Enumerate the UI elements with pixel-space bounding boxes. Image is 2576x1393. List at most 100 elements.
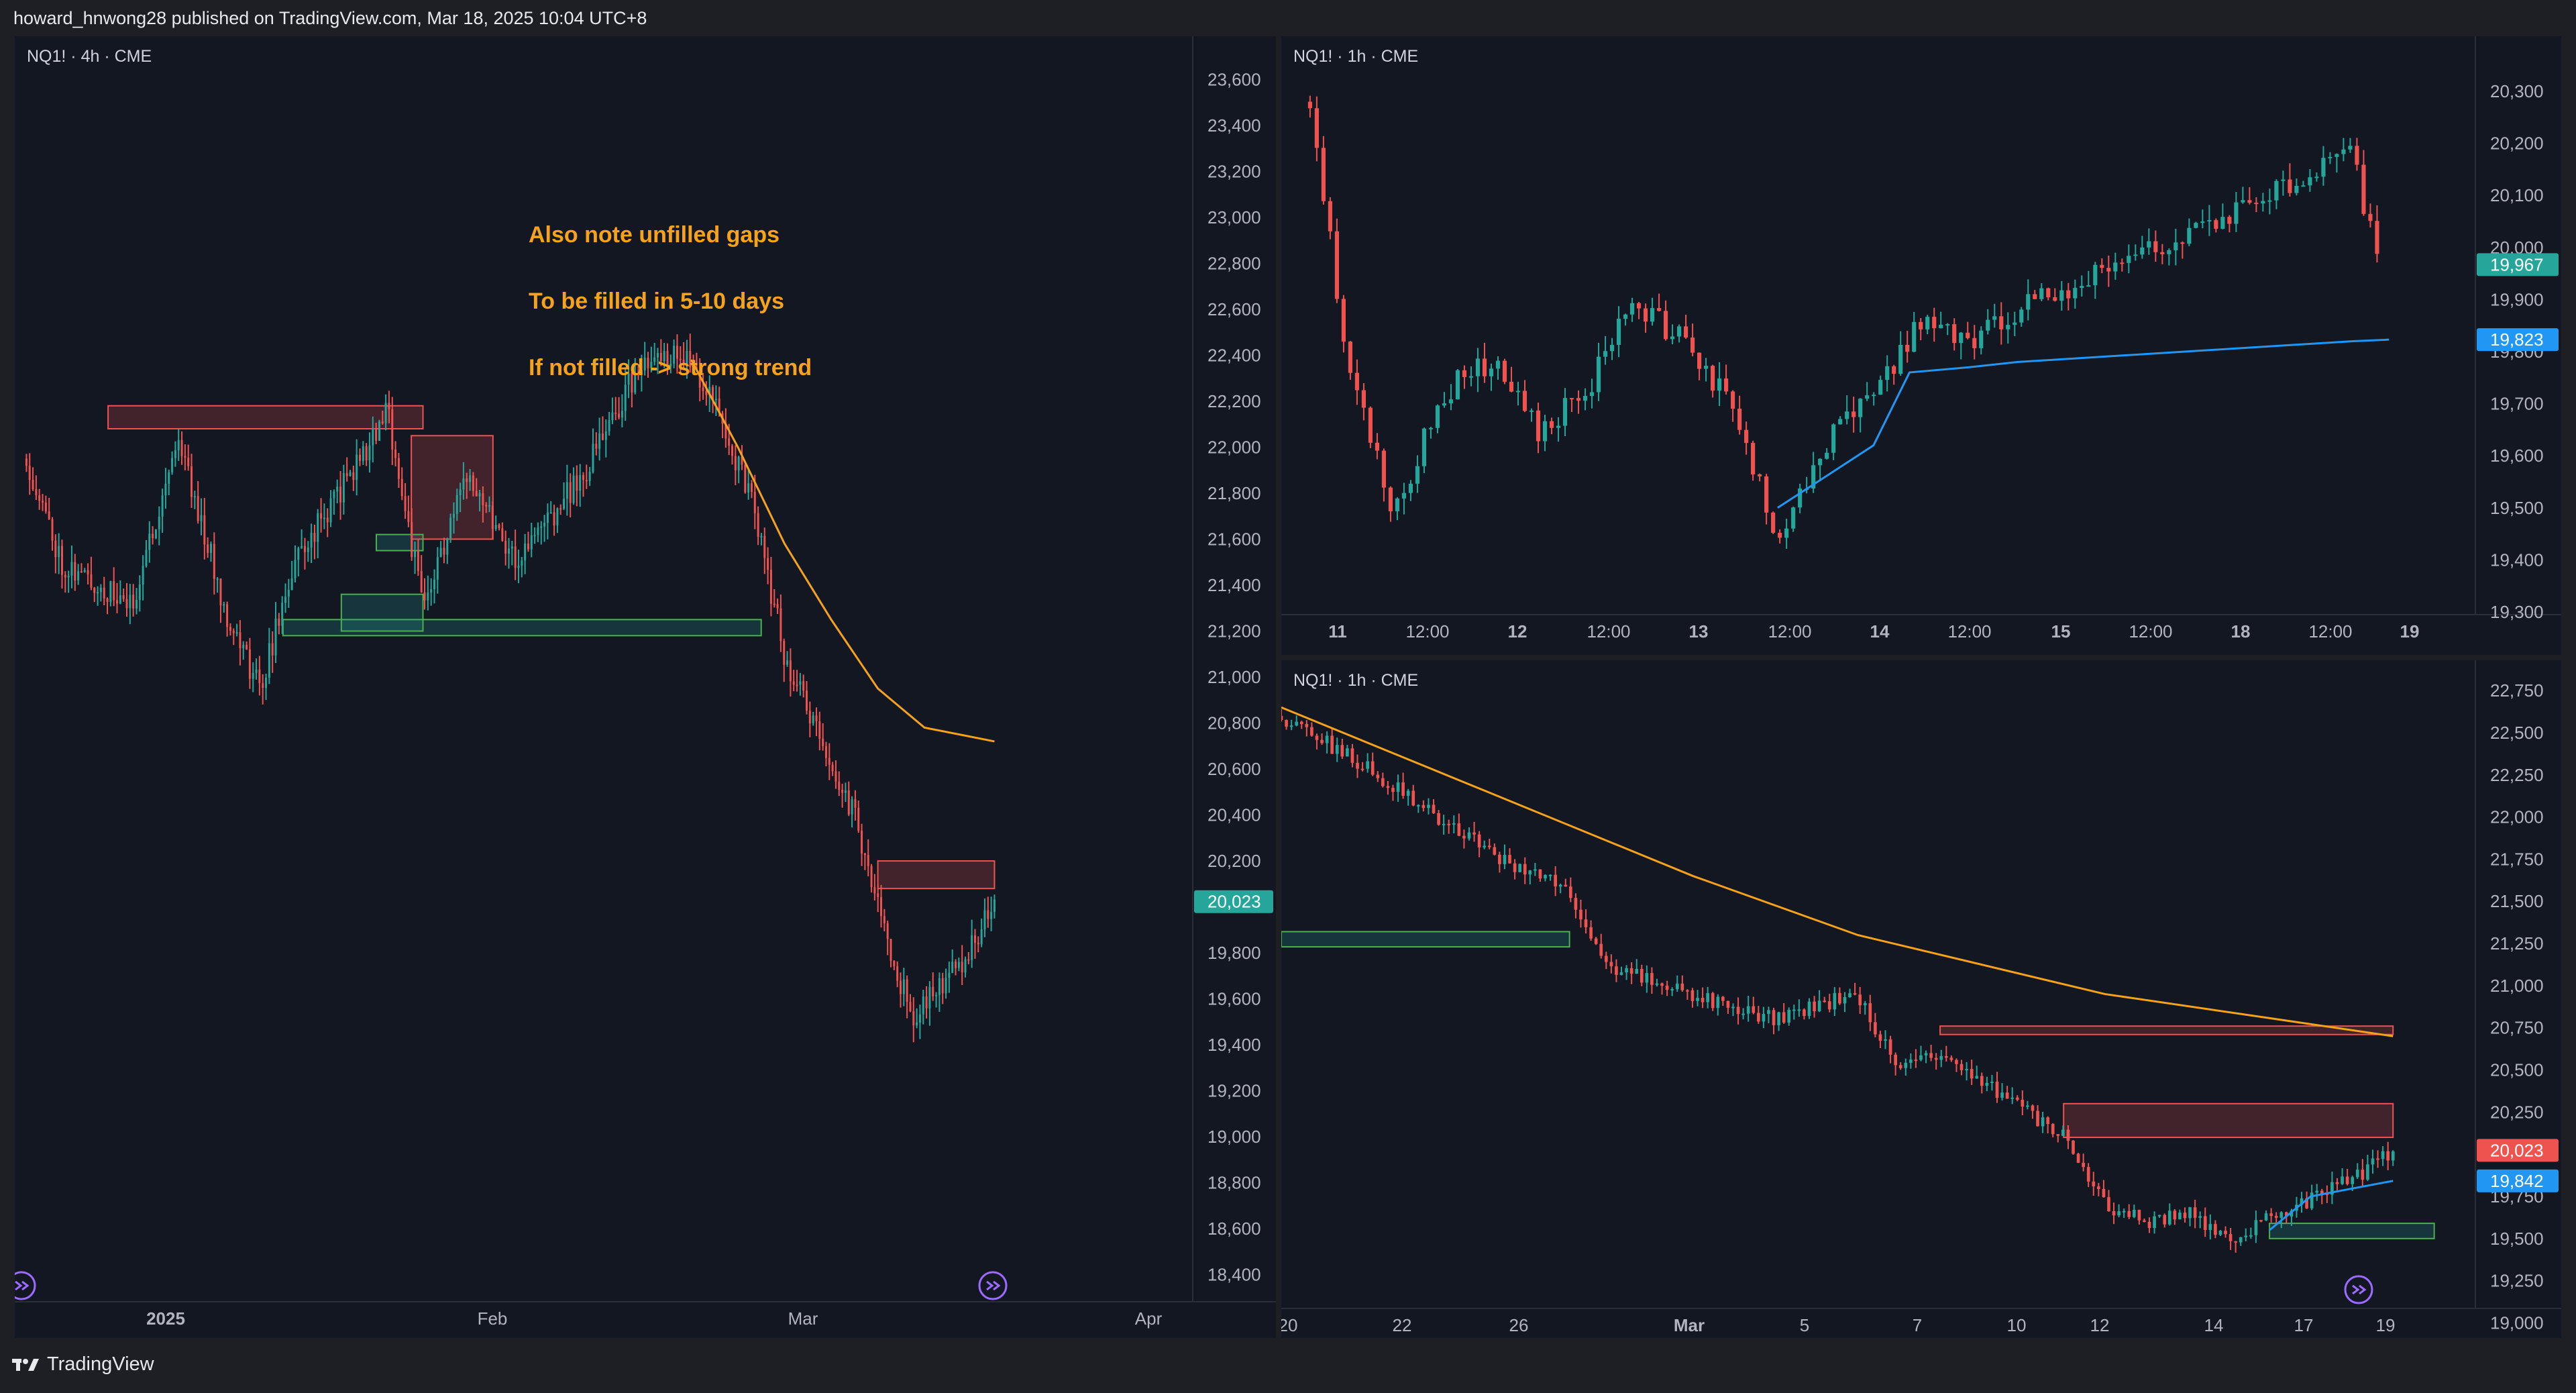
candle-body [1548,874,1552,876]
candle-body [2167,250,2171,254]
candle-body [1721,996,1725,1001]
x-tick-label: 12 [1508,621,1527,641]
candle-body [1655,983,1659,985]
candle-body [1549,421,1554,428]
candle-body [909,1002,912,1012]
tradingview-logo-icon[interactable] [12,1356,39,1372]
candle-body [1629,303,1635,315]
candle-body [1838,419,1843,425]
candle-body [411,522,413,558]
candle-body [1415,466,1420,484]
candle-body [1395,498,1400,511]
candle-body [216,578,219,580]
x-tick-label: 14 [2204,1315,2224,1335]
candle-body [2310,1192,2314,1208]
candle-body [601,433,604,440]
candle-body [294,560,297,578]
candle-body [2200,221,2205,223]
candle-body [323,517,325,519]
candle-body [1334,231,1339,299]
candle-body [553,512,555,525]
y-tick-label: 22,500 [2490,723,2544,743]
candle-body [1932,317,1937,329]
symbol-title[interactable]: NQ1! · 1h · CME [1293,47,1419,66]
candle-body [783,641,786,665]
symbol-title[interactable]: NQ1! · 1h · CME [1293,671,1419,690]
candle-body [191,466,193,497]
candle-body [1315,735,1319,740]
candle-body [2247,200,2252,203]
candle-body [1609,962,1613,967]
candle-body [2227,217,2232,224]
candle-body [847,790,850,815]
candle-body [585,480,588,482]
candle-body [2274,1216,2278,1218]
scroll-to-realtime-icon[interactable] [2344,1275,2373,1304]
candle-body [255,669,258,673]
replay-icon[interactable] [15,1271,36,1300]
candle-body [1544,874,1547,879]
candle-body [964,959,967,973]
candle-body [1965,1069,1968,1071]
candle-body [1320,739,1324,743]
candle-body [1487,845,1491,847]
candle-body [614,412,617,414]
x-tick-label: 12:00 [2129,621,2172,641]
candle-body [1904,1062,1908,1068]
candle-body [287,590,290,597]
chart-top-right-svg[interactable]: 20,30020,20020,10020,00019,90019,80019,7… [1281,36,2561,655]
y-tick-label: 21,600 [1208,529,1261,549]
chart-bottom-right-svg[interactable]: 22,750 22,500 22,250 22,000 21,750 21,500 21,2… [1281,660,2561,1338]
candle-body [2147,241,2151,248]
candle-body [1348,342,1352,373]
candle-body [265,677,268,688]
candle-body [2000,1092,2004,1098]
y-tick-label: 23,600 [1208,69,1261,89]
candle-body [2086,285,2091,287]
replay-icon-ring [15,1271,36,1300]
candle-body [1929,1053,1933,1058]
candle-body [679,358,682,360]
publish-text: howard_hnwong28 published on TradingView… [13,7,647,28]
annotation-line: If not filled -> strong trend [529,355,812,380]
demand-zone [340,593,424,632]
candle-body [2348,146,2353,150]
candle-body [977,942,979,945]
y-tick-label: 23,400 [1208,115,1261,136]
candle-body [290,578,293,590]
candle-body [2026,294,2031,310]
candle-body [1477,834,1481,847]
scroll-to-realtime-icon[interactable] [978,1271,1008,1300]
candle-body [831,764,834,772]
candle-body [83,570,86,572]
candle-body [1970,1069,1974,1079]
candle-body [1660,983,1664,986]
candle-body [1564,884,1568,887]
candle-body [491,505,494,529]
chart-pane-left[interactable]: 23,600 23,400 23,200 23,000 22,800 22,600 22,4… [15,36,1276,1338]
candle-body [686,350,688,366]
candle-body [1670,336,1675,340]
candle-body [2220,217,2225,229]
candle-body [362,446,364,461]
candle-body [443,548,445,555]
brand-name[interactable]: TradingView [47,1353,154,1375]
candle-body [822,738,824,747]
y-tick-label: 22,600 [1208,299,1261,319]
chart-pane-top-right[interactable]: 20,300 20,200 20,100 20,000 19,900 19,800 19,7… [1281,36,2561,655]
candle-body [1489,368,1494,376]
y-tick-label: 19,400 [2490,550,2544,570]
symbol-title[interactable]: NQ1! · 4h · CME [27,47,152,66]
candle-body [2218,1231,2222,1235]
vwap-line [1777,338,2390,509]
demand-zone [1281,931,1570,948]
candle-body [197,496,199,521]
candle-body [1467,832,1471,839]
candle-body [1845,411,1849,419]
candle-body [925,996,928,1009]
candle-body [1972,338,1977,348]
chart-left-svg[interactable]: 23,600 23,400 23,200 23,000 22,800 22,600 22,4… [15,36,1276,1338]
candle-body [1966,332,1970,338]
chart-pane-bottom-right[interactable]: 22,750 22,500 22,250 22,000 21,750 21,500 21,2… [1281,660,2561,1338]
y-tick-label: 18,400 [1208,1265,1261,1285]
